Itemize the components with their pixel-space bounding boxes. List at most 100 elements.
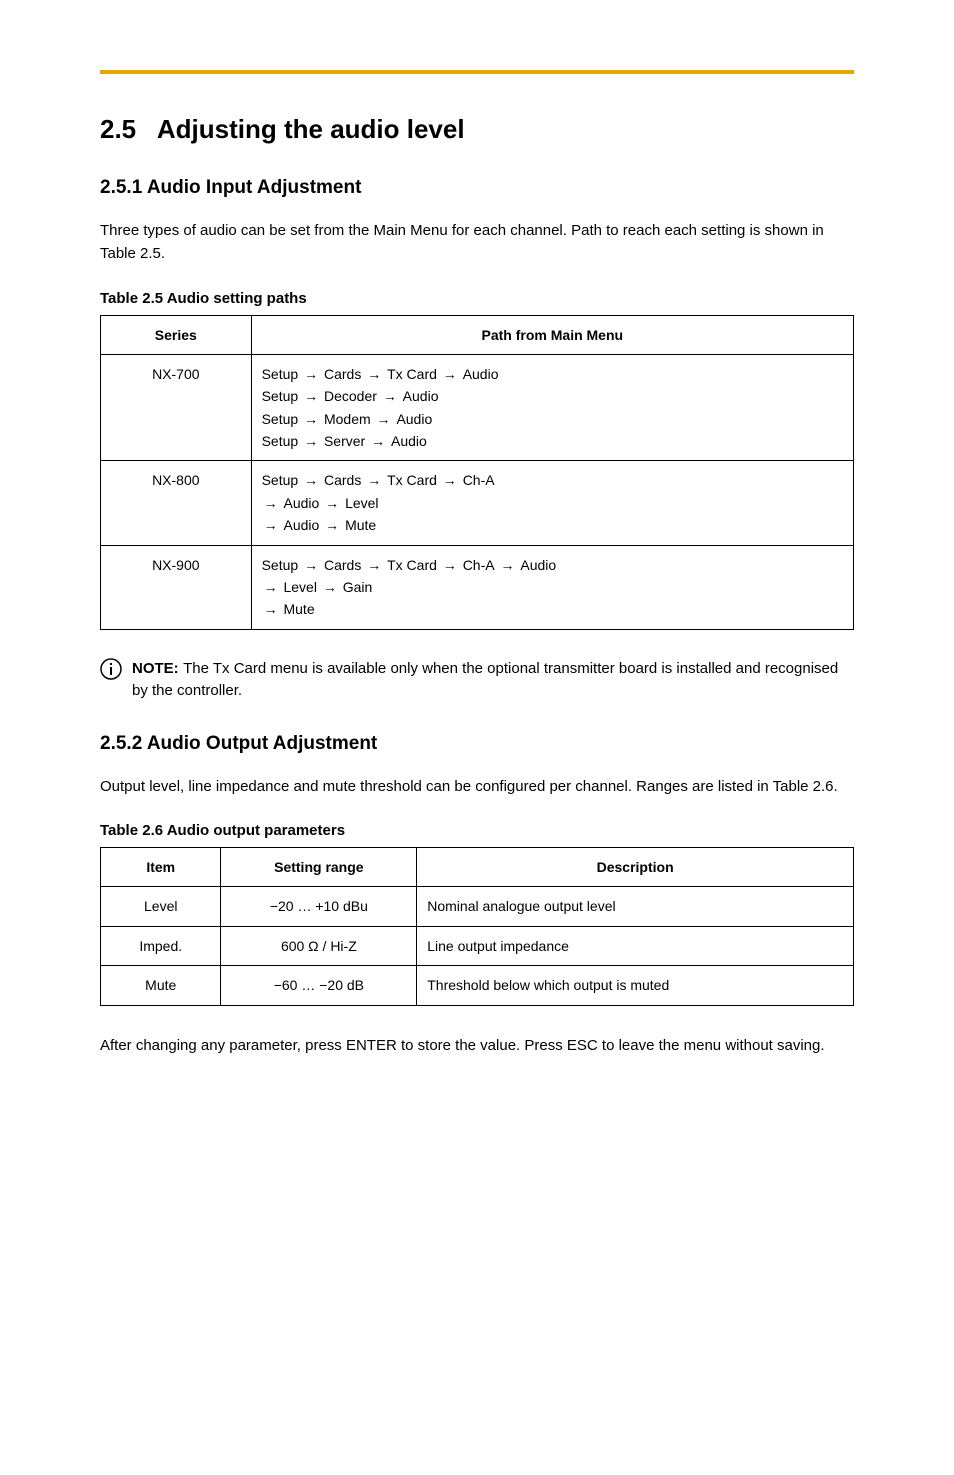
menu-step: Setup bbox=[262, 433, 299, 449]
menu-step: Setup bbox=[262, 411, 299, 427]
menu-step: Audio bbox=[403, 388, 439, 404]
series-cell: NX-700 bbox=[101, 354, 252, 461]
arrow-icon: → bbox=[262, 517, 284, 533]
menu-step: Audio bbox=[283, 517, 319, 533]
desc-cell: Threshold below which output is muted bbox=[417, 966, 854, 1005]
section-number: 2.5 bbox=[100, 114, 136, 144]
arrow-icon: → bbox=[319, 517, 345, 533]
arrow-icon: → bbox=[298, 411, 324, 427]
table-row: NX-800Setup → Cards → Tx Card → Ch-A → A… bbox=[101, 461, 854, 545]
subsection-heading: 2.5.1 Audio Input Adjustment bbox=[100, 177, 854, 199]
audio-output-table: Item Setting range Description Level−20 … bbox=[100, 847, 854, 1006]
menu-step: Setup bbox=[262, 557, 299, 573]
table-row: Imped.600 Ω / Hi-ZLine output impedance bbox=[101, 926, 854, 965]
arrow-icon: → bbox=[371, 411, 397, 427]
section-rule bbox=[100, 70, 854, 74]
arrow-icon: → bbox=[298, 433, 324, 449]
arrow-icon: → bbox=[319, 495, 345, 511]
table-caption: Table 2.6 Audio output parameters bbox=[100, 822, 854, 839]
menu-step: Audio bbox=[391, 433, 427, 449]
menu-path-line: → Level → Gain bbox=[262, 576, 843, 598]
menu-step: Level bbox=[345, 495, 378, 511]
item-cell: Mute bbox=[101, 966, 221, 1005]
arrow-icon: → bbox=[377, 388, 403, 404]
arrow-icon: → bbox=[298, 366, 324, 382]
section-heading: 2.5 Adjusting the audio level bbox=[100, 114, 854, 145]
arrow-icon: → bbox=[437, 472, 463, 488]
col-header-path: Path from Main Menu bbox=[251, 315, 853, 354]
menu-step: Audio bbox=[396, 411, 432, 427]
table-row: Level−20 … +10 dBuNominal analogue outpu… bbox=[101, 887, 854, 926]
menu-step: Audio bbox=[520, 557, 556, 573]
table-row: NX-900Setup → Cards → Tx Card → Ch-A → A… bbox=[101, 545, 854, 629]
menu-step: Audio bbox=[283, 495, 319, 511]
path-cell: Setup → Cards → Tx Card → AudioSetup → D… bbox=[251, 354, 853, 461]
series-cell: NX-800 bbox=[101, 461, 252, 545]
arrow-icon: → bbox=[298, 472, 324, 488]
arrow-icon: → bbox=[317, 579, 343, 595]
note-block: NOTE: The Tx Card menu is available only… bbox=[100, 658, 854, 703]
menu-step: Level bbox=[283, 579, 316, 595]
menu-step: Modem bbox=[324, 411, 371, 427]
arrow-icon: → bbox=[437, 557, 463, 573]
arrow-icon: → bbox=[365, 433, 391, 449]
menu-step: Audio bbox=[463, 366, 499, 382]
range-cell: −60 … −20 dB bbox=[221, 966, 417, 1005]
menu-path-line: Setup → Cards → Tx Card → Audio bbox=[262, 363, 843, 385]
menu-path-line: Setup → Cards → Tx Card → Ch-A → Audio bbox=[262, 554, 843, 576]
note-body: The Tx Card menu is available only when … bbox=[132, 660, 838, 700]
menu-step: Cards bbox=[324, 366, 361, 382]
paragraph: After changing any parameter, press ENTE… bbox=[100, 1034, 854, 1057]
desc-cell: Line output impedance bbox=[417, 926, 854, 965]
path-cell: Setup → Cards → Tx Card → Ch-A → Audio →… bbox=[251, 461, 853, 545]
range-cell: 600 Ω / Hi-Z bbox=[221, 926, 417, 965]
menu-step: Tx Card bbox=[387, 366, 437, 382]
menu-path-line: Setup → Cards → Tx Card → Ch-A bbox=[262, 469, 843, 491]
arrow-icon: → bbox=[262, 601, 284, 617]
arrow-icon: → bbox=[437, 366, 463, 382]
note-label: NOTE: bbox=[132, 660, 179, 677]
range-cell: −20 … +10 dBu bbox=[221, 887, 417, 926]
arrow-icon: → bbox=[298, 557, 324, 573]
table-row: NX-700Setup → Cards → Tx Card → AudioSet… bbox=[101, 354, 854, 461]
menu-step: Cards bbox=[324, 472, 361, 488]
paragraph: Three types of audio can be set from the… bbox=[100, 219, 854, 266]
note-text-wrap: NOTE: The Tx Card menu is available only… bbox=[132, 658, 854, 703]
table-header-row: Item Setting range Description bbox=[101, 848, 854, 887]
menu-step: Ch-A bbox=[463, 557, 495, 573]
menu-path-line: Setup → Modem → Audio bbox=[262, 408, 843, 430]
page: 2.5 Adjusting the audio level 2.5.1 Audi… bbox=[0, 0, 954, 1127]
menu-step: Cards bbox=[324, 557, 361, 573]
col-header-desc: Description bbox=[417, 848, 854, 887]
item-cell: Level bbox=[101, 887, 221, 926]
paragraph: Output level, line impedance and mute th… bbox=[100, 775, 854, 798]
desc-cell: Nominal analogue output level bbox=[417, 887, 854, 926]
table-caption: Table 2.5 Audio setting paths bbox=[100, 290, 854, 307]
arrow-icon: → bbox=[495, 557, 521, 573]
menu-path-line: → Audio → Level bbox=[262, 492, 843, 514]
menu-path-line: Setup → Decoder → Audio bbox=[262, 385, 843, 407]
col-header-range: Setting range bbox=[221, 848, 417, 887]
menu-step: Tx Card bbox=[387, 472, 437, 488]
menu-step: Ch-A bbox=[463, 472, 495, 488]
menu-step: Decoder bbox=[324, 388, 377, 404]
col-header-item: Item bbox=[101, 848, 221, 887]
col-header-series: Series bbox=[101, 315, 252, 354]
table-header-row: Series Path from Main Menu bbox=[101, 315, 854, 354]
item-cell: Imped. bbox=[101, 926, 221, 965]
arrow-icon: → bbox=[298, 388, 324, 404]
arrow-icon: → bbox=[361, 557, 387, 573]
note-icon bbox=[100, 658, 122, 685]
menu-path-line: → Mute bbox=[262, 598, 843, 620]
subsection-heading: 2.5.2 Audio Output Adjustment bbox=[100, 733, 854, 755]
menu-step: Setup bbox=[262, 388, 299, 404]
table-row: Mute−60 … −20 dBThreshold below which ou… bbox=[101, 966, 854, 1005]
arrow-icon: → bbox=[361, 366, 387, 382]
path-cell: Setup → Cards → Tx Card → Ch-A → Audio →… bbox=[251, 545, 853, 629]
audio-paths-table: Series Path from Main Menu NX-700Setup →… bbox=[100, 315, 854, 630]
menu-path-line: Setup → Server → Audio bbox=[262, 430, 843, 452]
menu-step: Tx Card bbox=[387, 557, 437, 573]
menu-step: Setup bbox=[262, 366, 299, 382]
menu-step: Setup bbox=[262, 472, 299, 488]
series-cell: NX-900 bbox=[101, 545, 252, 629]
